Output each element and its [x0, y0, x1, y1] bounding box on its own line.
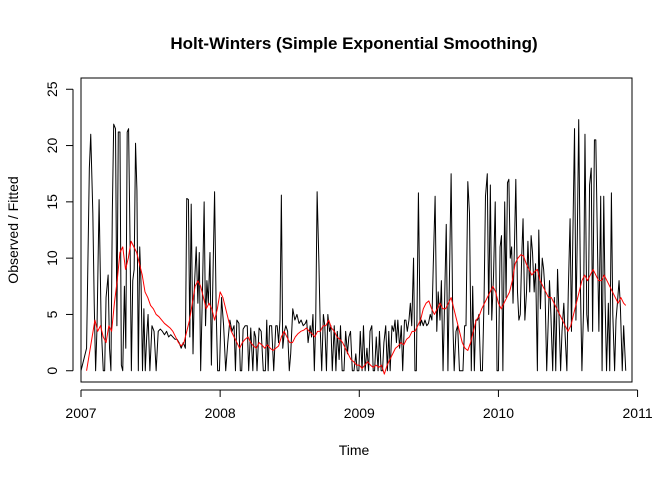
x-tick-label: 2011	[623, 405, 653, 421]
chart-title: Holt-Winters (Simple Exponential Smoothi…	[170, 34, 537, 53]
fitted-series-line	[86, 240, 627, 375]
y-tick-label: 0	[44, 367, 60, 375]
x-tick-label: 2007	[65, 405, 96, 421]
series-layer	[80, 119, 627, 375]
plot-frame	[80, 77, 633, 383]
y-tick-label: 20	[44, 138, 60, 154]
y-tick-label: 25	[44, 81, 60, 97]
x-tick-label: 2008	[205, 405, 236, 421]
y-axis-label: Observed / Fitted	[5, 176, 21, 283]
x-axis-label: Time	[339, 442, 370, 458]
y-tick-label: 5	[44, 310, 60, 318]
y-tick-label: 15	[44, 194, 60, 210]
x-axis: 2007 2008 2009 2010 2011	[65, 389, 653, 421]
y-axis: 0 5 10 15 20 25	[44, 81, 74, 375]
observed-series-line	[80, 119, 627, 372]
x-tick-label: 2009	[344, 405, 375, 421]
y-tick-label: 10	[44, 250, 60, 266]
x-tick-label: 2010	[483, 405, 514, 421]
